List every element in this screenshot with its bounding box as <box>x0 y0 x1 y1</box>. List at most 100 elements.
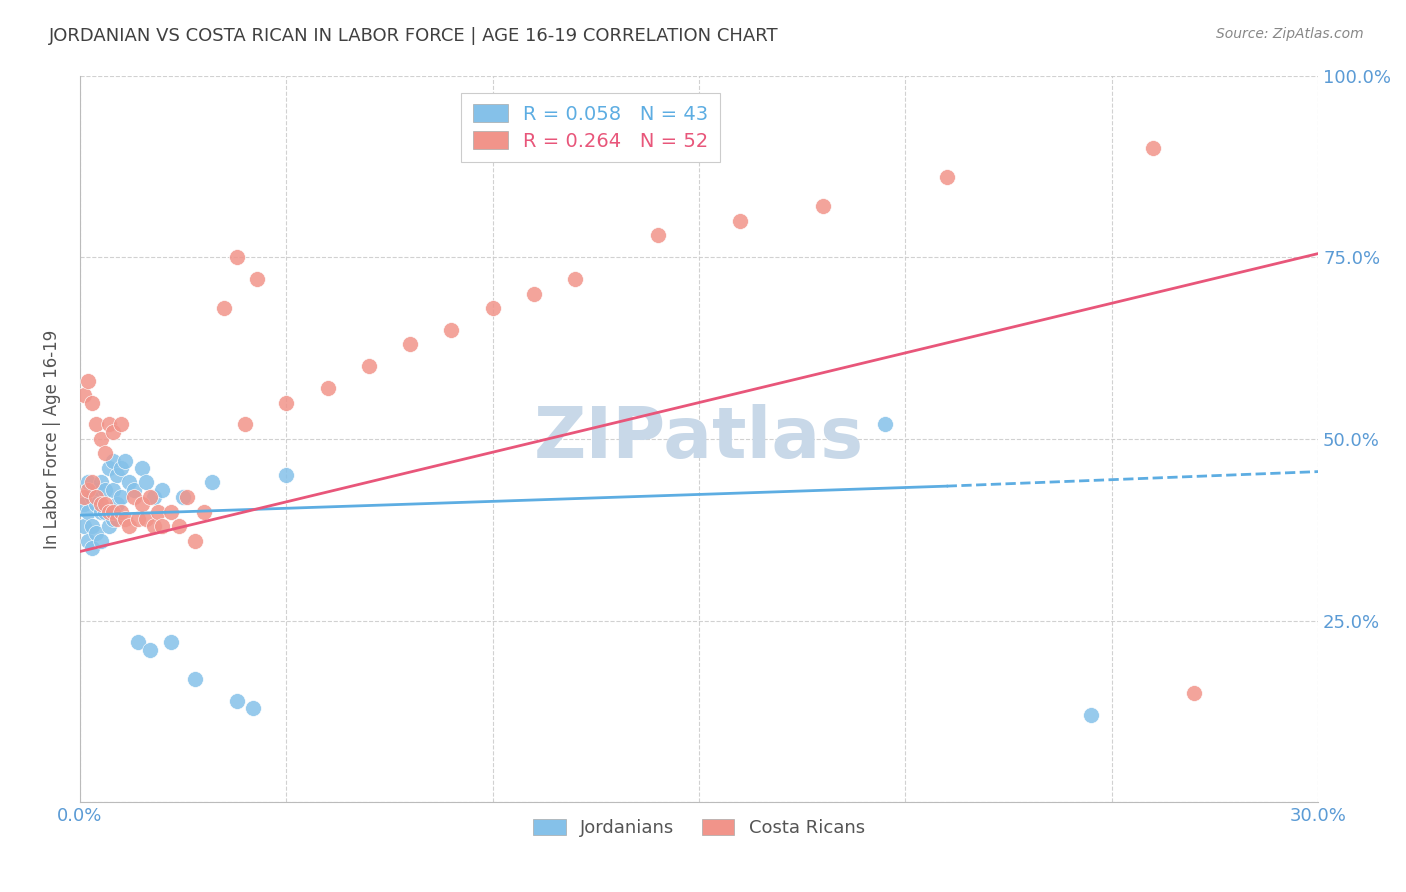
Point <box>201 475 224 490</box>
Point <box>93 446 115 460</box>
Point <box>143 519 166 533</box>
Point <box>82 541 104 555</box>
Point <box>1182 686 1205 700</box>
Point <box>77 505 100 519</box>
Point <box>1080 708 1102 723</box>
Point <box>86 417 108 432</box>
Point <box>105 512 128 526</box>
Legend: Jordanians, Costa Ricans: Jordanians, Costa Ricans <box>526 812 872 844</box>
Point <box>873 417 896 432</box>
Point <box>139 642 162 657</box>
Point <box>114 512 136 526</box>
Point <box>82 519 104 533</box>
Point <box>399 337 422 351</box>
Point <box>118 475 141 490</box>
Point <box>127 635 149 649</box>
Point <box>225 693 247 707</box>
Point <box>105 468 128 483</box>
Point <box>246 272 269 286</box>
Point <box>97 417 120 432</box>
Point <box>118 519 141 533</box>
Text: ZIPatlas: ZIPatlas <box>534 404 865 474</box>
Point <box>101 425 124 439</box>
Point <box>135 475 157 490</box>
Point <box>122 483 145 497</box>
Point <box>86 526 108 541</box>
Point <box>82 490 104 504</box>
Point <box>152 483 174 497</box>
Point <box>77 483 100 497</box>
Point <box>101 483 124 497</box>
Point <box>225 250 247 264</box>
Point <box>152 519 174 533</box>
Point <box>89 497 111 511</box>
Point <box>184 672 207 686</box>
Point <box>73 388 96 402</box>
Point <box>730 214 752 228</box>
Point <box>101 505 124 519</box>
Point <box>97 519 120 533</box>
Point <box>811 199 834 213</box>
Point <box>167 519 190 533</box>
Point <box>159 635 181 649</box>
Point <box>131 461 153 475</box>
Point <box>193 505 215 519</box>
Point <box>77 475 100 490</box>
Point <box>89 505 111 519</box>
Point <box>73 490 96 504</box>
Point <box>647 228 669 243</box>
Y-axis label: In Labor Force | Age 16-19: In Labor Force | Age 16-19 <box>44 329 60 549</box>
Point <box>127 512 149 526</box>
Point <box>110 417 132 432</box>
Point <box>184 533 207 548</box>
Point <box>93 483 115 497</box>
Point <box>564 272 586 286</box>
Point <box>357 359 380 374</box>
Point <box>82 395 104 409</box>
Point <box>93 497 115 511</box>
Text: JORDANIAN VS COSTA RICAN IN LABOR FORCE | AGE 16-19 CORRELATION CHART: JORDANIAN VS COSTA RICAN IN LABOR FORCE … <box>49 27 779 45</box>
Point <box>89 475 111 490</box>
Point <box>73 497 96 511</box>
Point <box>101 512 124 526</box>
Point <box>440 323 463 337</box>
Point <box>481 301 503 315</box>
Point <box>77 374 100 388</box>
Point <box>233 417 256 432</box>
Point <box>276 395 298 409</box>
Point <box>77 533 100 548</box>
Point <box>82 475 104 490</box>
Point <box>110 490 132 504</box>
Point <box>105 497 128 511</box>
Point <box>114 453 136 467</box>
Point <box>110 461 132 475</box>
Point <box>86 490 108 504</box>
Point <box>86 497 108 511</box>
Point <box>135 512 157 526</box>
Point <box>523 286 546 301</box>
Point <box>242 700 264 714</box>
Point <box>89 432 111 446</box>
Point <box>214 301 236 315</box>
Point <box>110 505 132 519</box>
Point <box>73 519 96 533</box>
Point <box>89 533 111 548</box>
Point <box>101 453 124 467</box>
Text: Source: ZipAtlas.com: Source: ZipAtlas.com <box>1216 27 1364 41</box>
Point <box>276 468 298 483</box>
Point <box>93 505 115 519</box>
Point <box>131 497 153 511</box>
Point <box>97 461 120 475</box>
Point <box>172 490 194 504</box>
Point <box>159 505 181 519</box>
Point <box>143 490 166 504</box>
Point <box>139 490 162 504</box>
Point <box>176 490 198 504</box>
Point <box>935 170 957 185</box>
Point <box>97 505 120 519</box>
Point <box>86 483 108 497</box>
Point <box>316 381 339 395</box>
Point <box>1142 141 1164 155</box>
Point <box>148 505 170 519</box>
Point <box>122 490 145 504</box>
